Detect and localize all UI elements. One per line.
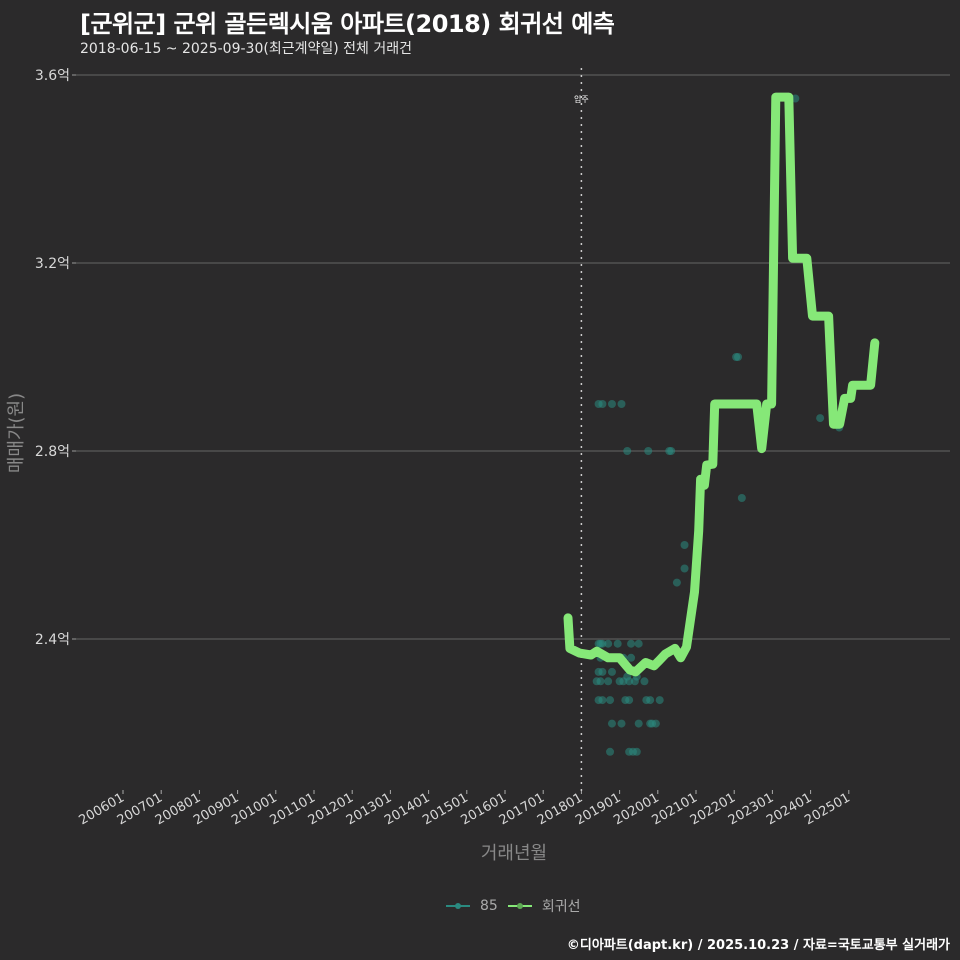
scatter-series-85	[592, 94, 844, 756]
x-axis-ticks: 2006012007012008012009012010012011012012…	[77, 790, 853, 828]
y-gridlines	[76, 74, 950, 640]
y-tick-label: 2.4억	[35, 632, 70, 648]
scatter-point	[667, 447, 676, 455]
annotation-label: 입주	[574, 95, 589, 104]
x-axis-label: 거래년월	[481, 843, 547, 864]
scatter-point	[655, 696, 664, 705]
scatter-point	[737, 494, 746, 502]
scatter-point	[646, 696, 655, 705]
scatter-point	[680, 541, 689, 549]
y-axis-ticks: 2.4억 2.8억 3.2억 3.6억	[35, 68, 76, 648]
scatter-point	[606, 747, 615, 756]
scatter-point	[598, 639, 607, 648]
scatter-point	[604, 639, 613, 648]
legend-item-regression[interactable]: 회귀선	[507, 896, 581, 916]
move-in-annotation: 입주	[574, 68, 589, 792]
scatter-point	[644, 447, 653, 455]
scatter-point	[627, 653, 636, 662]
scatter-point	[613, 639, 622, 648]
scatter-point	[634, 639, 643, 648]
scatter-point	[672, 578, 681, 587]
regression-line	[563, 92, 880, 677]
y-tick-label: 2.8억	[35, 444, 70, 460]
scatter-point	[596, 677, 605, 686]
scatter-point	[625, 696, 634, 705]
scatter-point	[634, 719, 643, 728]
scatter-point	[607, 667, 616, 676]
scatter-point	[598, 696, 607, 705]
scatter-point	[607, 719, 616, 728]
chart-subtitle: 2018-06-15 ~ 2025-09-30(최근계약일) 전체 거래건	[80, 41, 412, 57]
y-axis-label: 매매가(원)	[6, 393, 27, 473]
scatter-point	[640, 677, 649, 686]
scatter-point	[607, 400, 616, 408]
scatter-point	[619, 677, 628, 686]
scatter-point	[598, 400, 607, 408]
legend-key-regression-icon	[507, 900, 532, 912]
scatter-point	[680, 564, 689, 573]
scatter-point	[606, 696, 615, 705]
scatter-point	[627, 639, 636, 648]
legend-label-85: 85	[480, 898, 498, 914]
scatter-point	[617, 400, 626, 408]
legend-label-regression: 회귀선	[541, 899, 581, 915]
y-tick-label: 3.6억	[35, 68, 70, 84]
scatter-point	[651, 719, 660, 728]
scatter-point	[598, 667, 607, 676]
scatter-point	[604, 677, 613, 686]
y-tick-label: 3.2억	[35, 256, 70, 272]
legend-item-85[interactable]: 85	[446, 898, 498, 914]
scatter-point	[617, 719, 626, 728]
scatter-point	[816, 414, 825, 423]
scatter-point	[630, 677, 639, 686]
scatter-point	[625, 677, 634, 686]
scatter-point	[632, 747, 641, 756]
scatter-point	[623, 447, 632, 455]
source-credit: ©디아파트(dapt.kr) / 2025.10.23 / 자료=국토교통부 실…	[566, 938, 950, 953]
legend: 85 회귀선	[446, 896, 590, 916]
scatter-point	[734, 353, 743, 361]
legend-key-85-icon	[446, 900, 470, 912]
chart-title: [군위군] 군위 골든렉시움 아파트(2018) 회귀선 예측	[80, 10, 615, 38]
